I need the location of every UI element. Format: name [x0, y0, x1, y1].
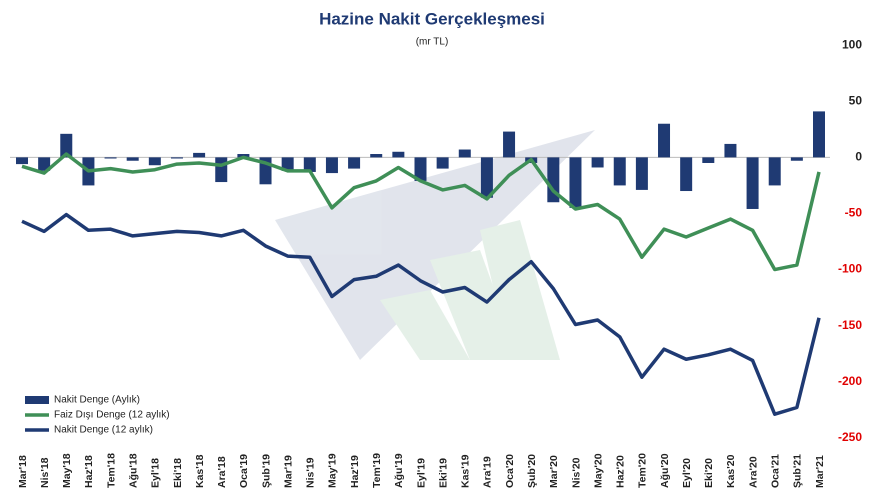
x-tick-label: Tem'20	[637, 453, 649, 488]
x-tick-label: May'20	[592, 453, 604, 488]
legend-label: Nakit Denge (Aylık)	[54, 395, 140, 406]
x-tick-label: Mar'19	[282, 455, 294, 488]
y-tick-label: -200	[838, 374, 862, 388]
line	[21, 212, 821, 416]
bar	[658, 123, 671, 158]
x-tick-label: Oca'19	[238, 454, 250, 488]
x-tick-label: Kas'19	[460, 454, 472, 488]
bar	[148, 157, 161, 166]
x-tick-label: Oca'20	[504, 454, 516, 488]
x-tick-label: Eki'20	[703, 458, 715, 488]
x-tick-label: Ara'18	[216, 456, 228, 488]
x-tick-label: Tem'18	[105, 453, 117, 488]
legend-label: Faiz Dışı Denge (12 aylık)	[54, 410, 170, 421]
bar	[215, 157, 228, 183]
bar	[702, 157, 715, 163]
bar	[746, 157, 759, 209]
bar	[126, 157, 139, 161]
bar	[193, 152, 206, 158]
bar	[303, 157, 316, 172]
x-tick-label: Nis'18	[39, 457, 51, 488]
x-tick-label: Eyl'18	[150, 458, 162, 488]
bar	[790, 157, 803, 161]
bar	[569, 157, 582, 208]
bar	[813, 111, 825, 158]
x-tick-label: Kas'20	[725, 454, 737, 488]
bar	[38, 157, 51, 171]
x-tick-label: Haz'20	[615, 455, 627, 488]
x-tick-label: Ağu'19	[393, 453, 405, 488]
bar	[16, 157, 28, 165]
bar	[104, 157, 117, 159]
x-tick-label: Mar'18	[17, 455, 29, 488]
bar	[370, 154, 383, 158]
x-tick-label: Eyl'20	[681, 458, 693, 488]
bar	[724, 143, 737, 158]
x-tick-label: Ağu'18	[127, 453, 139, 488]
x-tick-label: Oca'21	[770, 454, 782, 488]
y-tick-label: 0	[855, 150, 862, 164]
x-tick-label: Şub'19	[260, 454, 272, 488]
x-tick-label: Nis'20	[570, 457, 582, 488]
y-tick-label: -150	[838, 318, 862, 332]
line	[21, 152, 821, 272]
x-tick-label: Ağu'20	[659, 453, 671, 488]
y-tick-label: -250	[838, 430, 862, 444]
y-tick-label: -100	[838, 262, 862, 276]
x-tick-label: Ara'20	[747, 456, 759, 488]
x-tick-label: Şub'20	[526, 454, 538, 488]
bar	[414, 157, 427, 181]
bar	[392, 151, 405, 158]
watermark	[275, 130, 595, 360]
bar	[591, 157, 604, 168]
bar	[170, 157, 183, 159]
bar	[680, 157, 693, 192]
bar	[635, 157, 648, 190]
x-tick-label: May'19	[327, 453, 339, 488]
bar	[436, 157, 449, 169]
x-tick-label: Ara'19	[482, 456, 494, 488]
x-tick-label: Nis'19	[305, 457, 317, 488]
legend-swatch	[25, 396, 49, 404]
bar	[613, 157, 626, 186]
bar	[547, 157, 560, 203]
x-tick-label: Kas'18	[194, 454, 206, 488]
chart-title: Hazine Nakit Gerçekleşmesi	[319, 9, 545, 28]
bar	[325, 157, 338, 174]
bar	[281, 157, 294, 171]
x-tick-label: Şub'21	[792, 454, 804, 488]
y-tick-label: 100	[842, 37, 862, 51]
y-tick-label: 50	[849, 93, 863, 107]
x-tick-label: Eki'18	[172, 458, 184, 488]
x-tick-label: Haz'19	[349, 455, 361, 488]
bar	[348, 157, 361, 169]
chart-subtitle: (mr TL)	[416, 37, 449, 48]
x-tick-label: Mar'20	[548, 455, 560, 488]
x-tick-label: Eyl'19	[415, 458, 427, 488]
x-tick-label: Tem'19	[371, 453, 383, 488]
bar	[458, 149, 471, 158]
legend-label: Nakit Denge (12 aylık)	[54, 425, 153, 436]
x-tick-label: Haz'18	[83, 455, 95, 488]
y-tick-label: -50	[845, 206, 863, 220]
bar	[60, 133, 73, 158]
x-tick-label: May'18	[61, 453, 73, 488]
bar	[768, 157, 781, 186]
bar	[503, 131, 516, 158]
bar	[480, 157, 493, 198]
x-tick-label: Mar'21	[814, 455, 826, 488]
x-tick-label: Eki'19	[437, 458, 449, 488]
